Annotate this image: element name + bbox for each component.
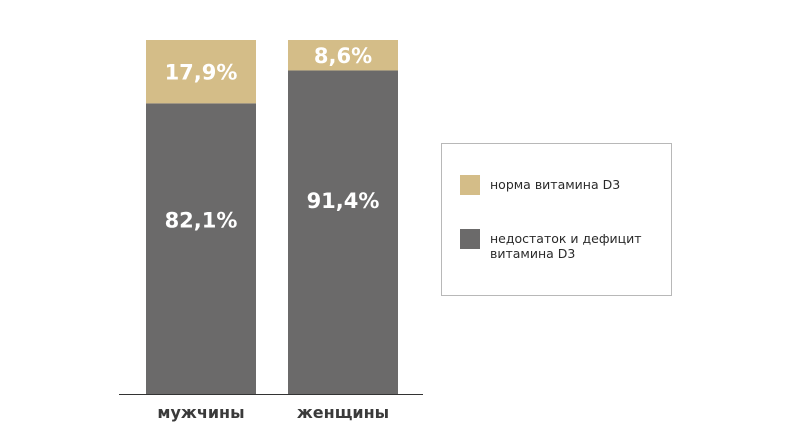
legend-swatch-normal: [460, 175, 480, 195]
data-label-deficit-1: 82,1%: [165, 209, 238, 233]
legend-item-normal: норма витамина D3: [460, 175, 650, 195]
bar-segment-deficit-2: [288, 70, 398, 394]
data-label-normal-1: 17,9%: [165, 61, 238, 85]
category-label-2: женщины: [297, 403, 389, 422]
legend-swatch-deficit: [460, 229, 480, 249]
legend: норма витамина D3 недостаток и дефицит в…: [441, 143, 672, 296]
legend-label-normal: норма витамина D3: [490, 177, 621, 192]
data-label-deficit-2: 91,4%: [307, 189, 380, 213]
data-label-normal-2: 8,6%: [314, 44, 372, 68]
legend-item-deficit: недостаток и дефицит витамина D3: [460, 229, 650, 261]
bar-segment-normal-1: [146, 40, 256, 104]
legend-label-deficit: недостаток и дефицит витамина D3: [490, 231, 642, 261]
bar-segment-normal-2: [288, 40, 398, 71]
category-label-1: мужчины: [157, 403, 244, 422]
bar-segment-deficit-1: [146, 103, 256, 394]
